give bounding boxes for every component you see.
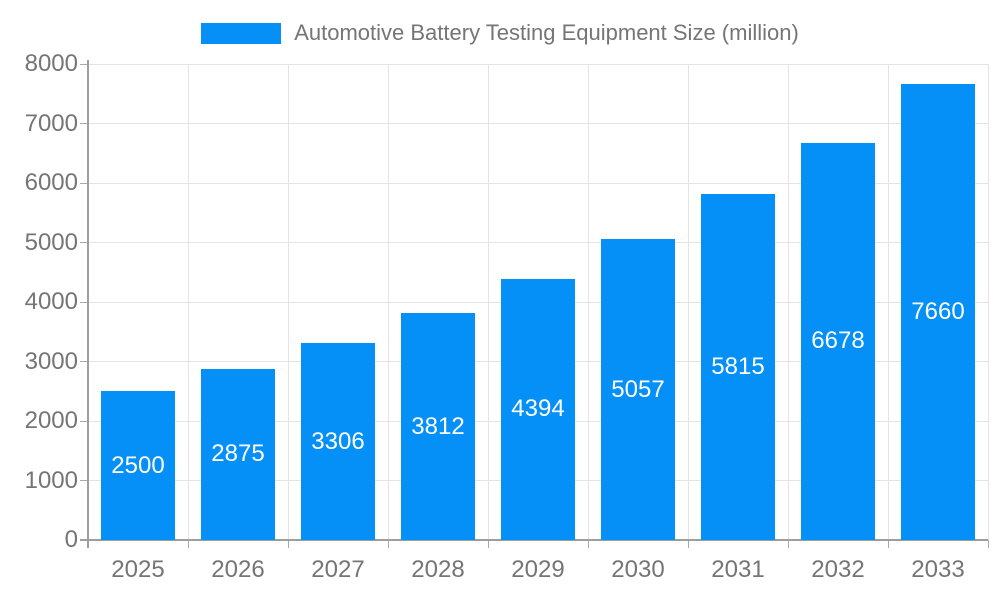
y-tick-label: 1000 <box>24 466 78 494</box>
y-tick-label: 8000 <box>24 50 78 77</box>
x-axis-tick <box>487 540 489 548</box>
x-gridline <box>287 64 289 540</box>
x-axis-tick <box>287 540 289 548</box>
x-gridline <box>987 64 989 540</box>
bar[interactable]: 2875 <box>201 368 275 540</box>
bar[interactable]: 3812 <box>401 313 475 540</box>
x-axis-tick <box>787 540 789 548</box>
x-tick-label: 2028 <box>411 556 465 583</box>
bar-value-label: 4394 <box>511 395 565 423</box>
x-axis-tick <box>987 540 989 548</box>
x-gridline <box>587 64 589 540</box>
legend-item[interactable]: Automotive Battery Testing Equipment Siz… <box>201 20 799 46</box>
y-tick-label: 6000 <box>24 169 78 196</box>
y-tick-label: 5000 <box>24 228 78 256</box>
y-axis-tick <box>80 242 88 243</box>
x-tick-label: 2026 <box>211 556 265 583</box>
y-gridline <box>88 123 988 124</box>
x-axis-tick <box>187 540 189 548</box>
x-axis-tick <box>887 540 889 548</box>
bar-value-label: 3812 <box>411 412 465 440</box>
bar-value-label: 2500 <box>111 451 165 479</box>
x-gridline <box>687 64 689 540</box>
y-axis-tick <box>80 480 88 481</box>
x-axis-tick <box>687 540 689 548</box>
bar[interactable]: 3306 <box>301 343 375 540</box>
x-axis-tick <box>387 540 389 548</box>
bar[interactable]: 2500 <box>101 391 175 540</box>
x-tick-label: 2030 <box>611 556 665 583</box>
bar-value-label: 6678 <box>811 327 865 355</box>
y-tick-label: 3000 <box>24 347 78 375</box>
bar-value-label: 2875 <box>211 440 265 468</box>
y-tick-label: 2000 <box>24 407 78 434</box>
x-gridline <box>887 64 889 540</box>
x-gridline <box>387 64 389 540</box>
x-axis-line <box>80 539 988 541</box>
x-axis-tick <box>587 540 589 548</box>
bar-value-label: 5815 <box>711 352 765 380</box>
bar-value-label: 5057 <box>611 375 665 403</box>
y-axis-tick <box>80 301 88 303</box>
y-tick-label: 0 <box>64 526 78 553</box>
bar[interactable]: 5815 <box>701 194 775 540</box>
y-gridline <box>88 63 988 65</box>
x-tick-label: 2033 <box>911 556 965 583</box>
x-tick-label: 2025 <box>111 556 165 583</box>
y-tick-label: 4000 <box>24 288 78 315</box>
x-tick-label: 2027 <box>311 556 365 583</box>
y-axis-tick <box>80 361 88 362</box>
y-axis-tick <box>80 63 88 65</box>
y-axis-tick <box>80 182 88 184</box>
x-gridline <box>487 64 489 540</box>
y-gridline <box>88 182 988 184</box>
x-gridline <box>187 64 189 540</box>
bar-value-label: 3306 <box>311 427 365 455</box>
y-gridline <box>88 242 988 243</box>
legend-swatch-icon <box>201 22 282 44</box>
y-axis-tick <box>80 123 88 124</box>
legend-label: Automotive Battery Testing Equipment Siz… <box>294 20 799 45</box>
bar[interactable]: 4394 <box>501 278 575 540</box>
chart-legend: Automotive Battery Testing Equipment Siz… <box>0 20 1000 46</box>
y-axis-tick <box>80 420 88 422</box>
bar[interactable]: 5057 <box>601 239 675 540</box>
bar-value-label: 7660 <box>911 298 965 326</box>
x-gridline <box>787 64 789 540</box>
bar[interactable]: 6678 <box>801 142 875 540</box>
bar[interactable]: 7660 <box>901 84 975 540</box>
x-tick-label: 2032 <box>811 556 865 583</box>
x-tick-label: 2029 <box>511 556 565 583</box>
y-tick-label: 7000 <box>24 109 78 137</box>
y-axis-line <box>87 60 89 548</box>
x-tick-label: 2031 <box>711 556 765 583</box>
